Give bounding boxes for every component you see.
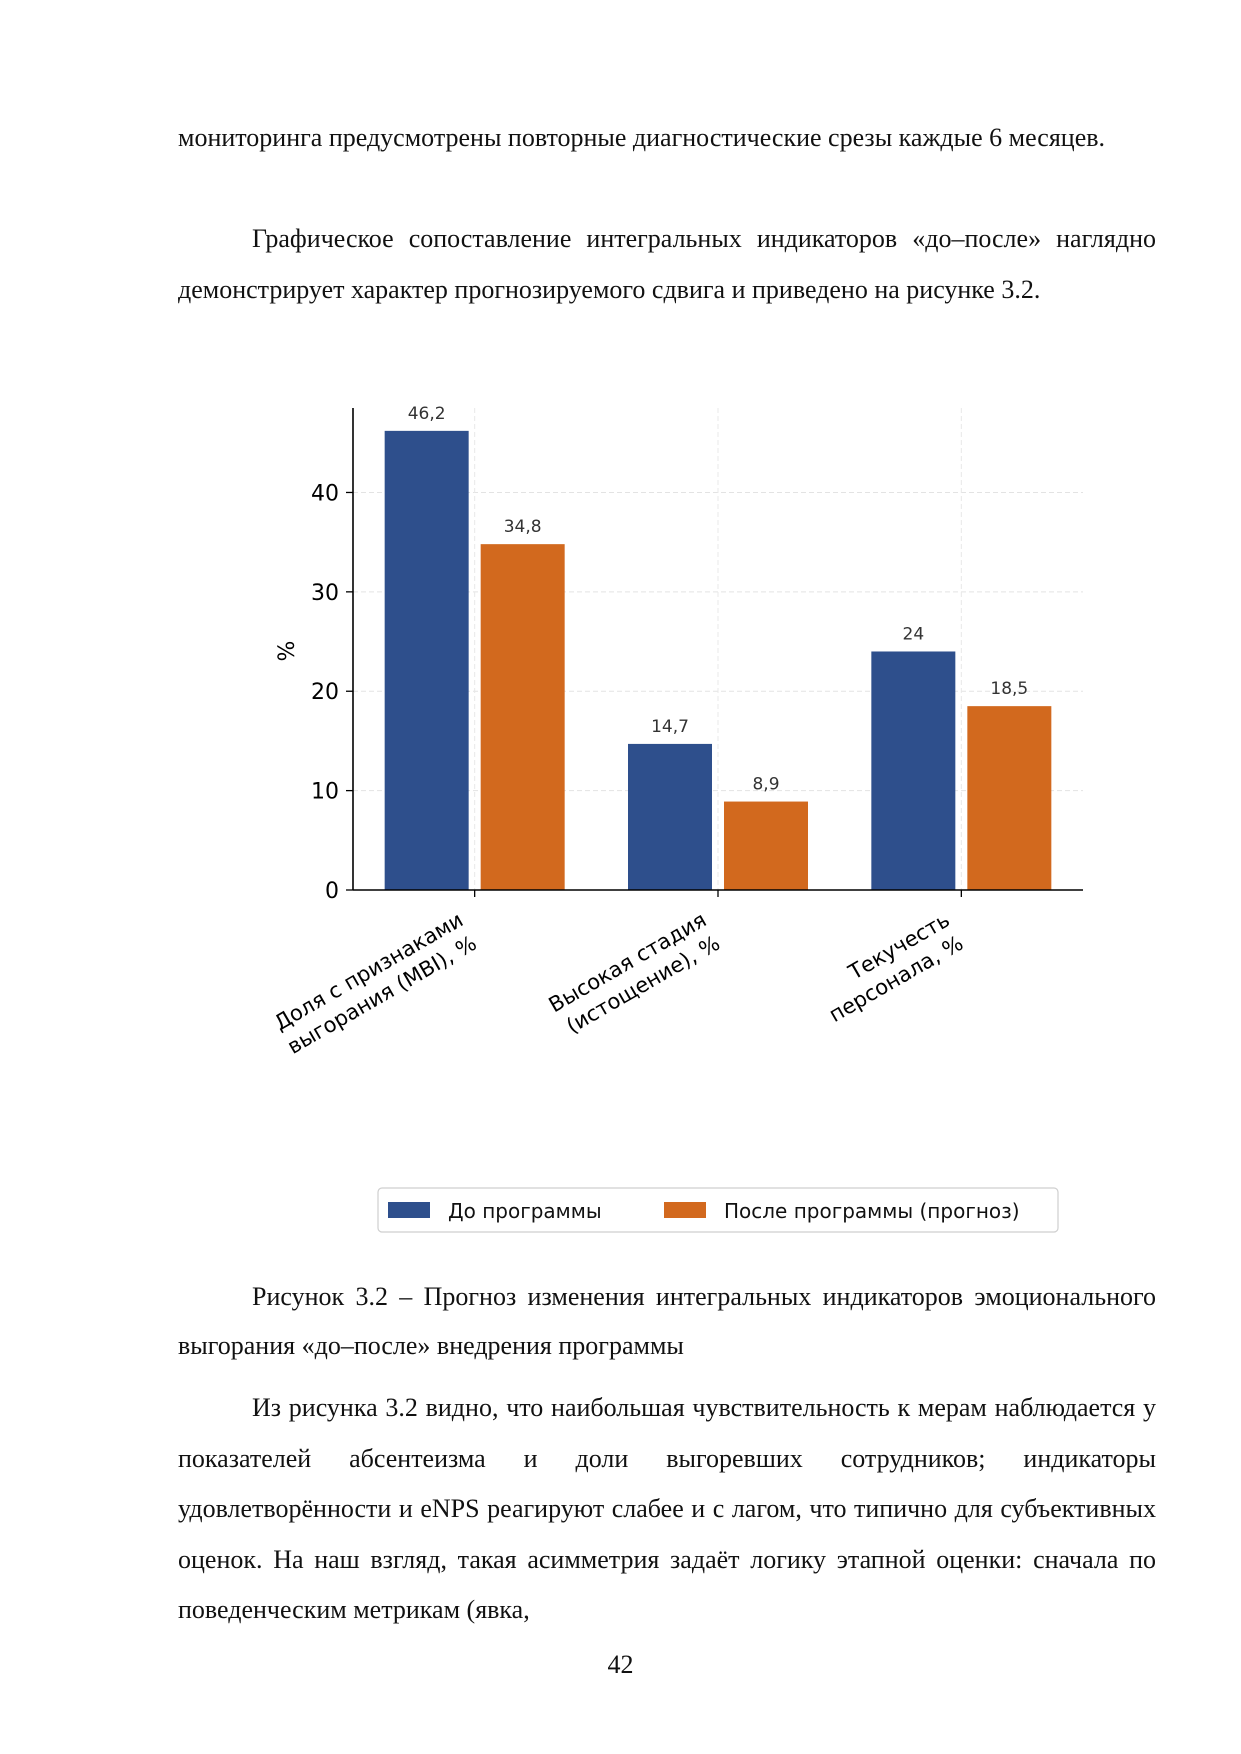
y-tick-label: 30 bbox=[311, 581, 339, 606]
bar-before bbox=[628, 743, 712, 890]
y-tick-label: 0 bbox=[325, 879, 339, 904]
bar-after bbox=[480, 544, 565, 890]
bar-before bbox=[871, 651, 956, 890]
x-tick-label: Доля с признакамивыгорания (MBI), % bbox=[270, 908, 481, 1059]
y-tick-label: 20 bbox=[311, 680, 339, 705]
figure-caption: Рисунок 3.2 – Прогноз изменения интеграл… bbox=[178, 1282, 1156, 1360]
data-label: 24 bbox=[903, 624, 925, 644]
legend-label-before: До программы bbox=[448, 1199, 602, 1223]
y-axis-label: % bbox=[275, 641, 300, 662]
data-label: 8,9 bbox=[752, 775, 779, 795]
bar-after bbox=[967, 706, 1052, 890]
data-label: 18,5 bbox=[990, 679, 1028, 699]
legend-swatch-before bbox=[388, 1202, 430, 1218]
x-tick-label: Высокая стадия(истощение), % bbox=[545, 908, 724, 1041]
data-label: 46,2 bbox=[408, 404, 446, 424]
bar-chart: 46,2 14,7 24 34,8 8,9 18,5 0 10 20 30 40% Доля с пр… bbox=[270, 404, 1083, 1233]
y-tick-label: 40 bbox=[311, 481, 339, 506]
legend-swatch-after bbox=[664, 1202, 706, 1218]
bar-before bbox=[384, 430, 469, 890]
paragraph-intro: мониторинга предусмотрены повторные диаг… bbox=[178, 123, 1106, 152]
paragraph-analysis: Из рисунка 3.2 видно, что наибольшая чув… bbox=[178, 1393, 1156, 1624]
data-label: 34,8 bbox=[504, 517, 542, 537]
bar-after bbox=[724, 801, 808, 890]
page-number: 42 bbox=[607, 1650, 634, 1679]
paragraph-figure-reference: Графическое сопоставление интегральных и… bbox=[178, 224, 1156, 304]
x-tick-label: Текучестьперсонала, % bbox=[811, 908, 967, 1027]
data-label: 14,7 bbox=[651, 717, 689, 737]
y-tick-label: 10 bbox=[311, 780, 339, 805]
legend-box bbox=[377, 1187, 1059, 1233]
legend-label-after: После программы (прогноз) bbox=[724, 1199, 1020, 1223]
